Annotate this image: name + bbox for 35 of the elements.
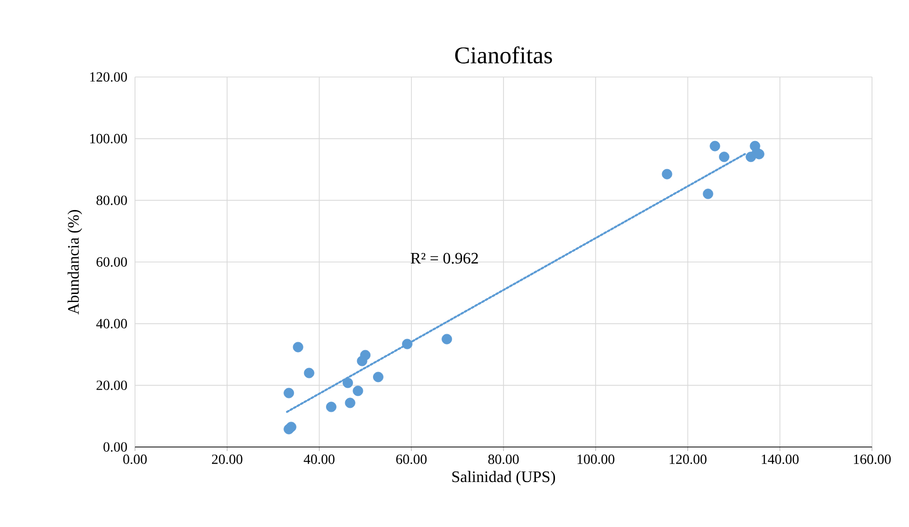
point xyxy=(344,398,356,408)
x-axis-title: Salinidad (UPS) xyxy=(452,470,556,486)
x-tick-label: 60.00 xyxy=(396,454,427,464)
y-tick-label: 40.00 xyxy=(96,318,127,328)
y-tick-label: 20.00 xyxy=(96,380,127,390)
point xyxy=(442,334,452,344)
x-tick-label: 120.00 xyxy=(670,454,706,464)
x-tick-label: 100.00 xyxy=(578,454,614,464)
point xyxy=(304,368,314,378)
chart-title: Cianofitas xyxy=(455,46,552,64)
point xyxy=(352,386,364,396)
point xyxy=(702,188,714,200)
point xyxy=(342,378,354,388)
y-tick-label: 100.00 xyxy=(90,134,127,144)
y-tick-label: 120.00 xyxy=(90,72,127,82)
point xyxy=(710,140,720,152)
point xyxy=(284,388,294,398)
x-tick-label: 20.00 xyxy=(212,454,242,464)
x-tick-label: 140.00 xyxy=(762,454,799,464)
point xyxy=(326,402,336,412)
x-tick-label: 40.00 xyxy=(304,454,334,464)
x-tick-label: 80.00 xyxy=(488,454,519,464)
x-tick-label: 0.00 xyxy=(123,454,147,464)
x-tick-label: 160.00 xyxy=(854,454,891,464)
y-tick-label: 0.00 xyxy=(104,442,127,452)
point xyxy=(292,342,304,352)
y-tick-label: 80.00 xyxy=(96,196,127,206)
y-axis-title: Abundancia (%) xyxy=(68,210,82,314)
point xyxy=(718,152,730,162)
annotation: R² = 0.962 xyxy=(410,252,478,264)
point xyxy=(402,338,412,350)
y-tick-label: 60.00 xyxy=(96,257,127,267)
point xyxy=(373,372,384,382)
point xyxy=(360,350,371,360)
point xyxy=(662,168,672,180)
